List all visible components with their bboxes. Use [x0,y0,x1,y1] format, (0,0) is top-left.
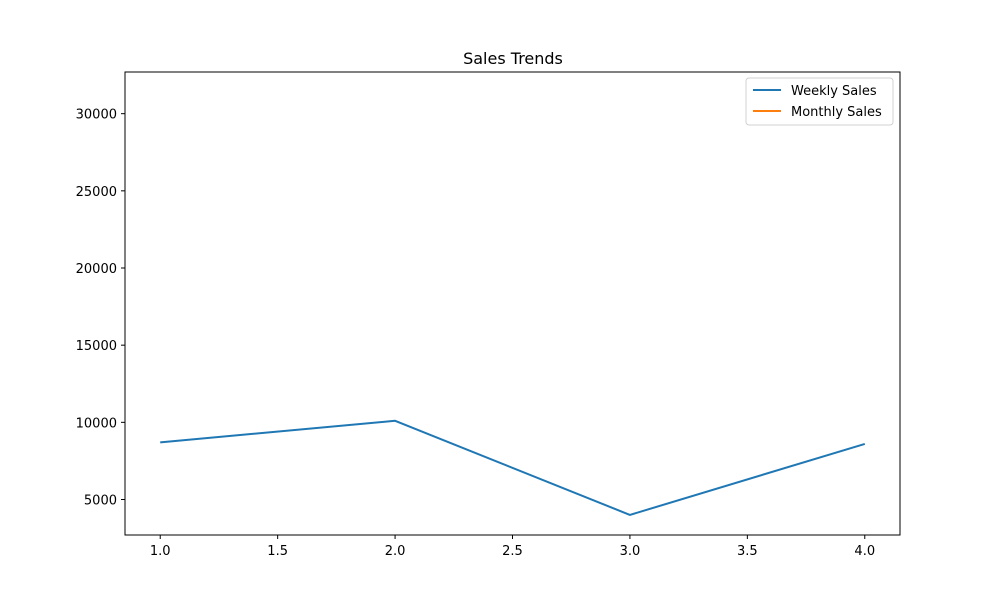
legend: Weekly Sales Monthly Sales [745,77,894,126]
x-tick-label: 3.5 [737,544,758,559]
y-tick-label: 5000 [84,494,117,509]
y-tick-label: 15000 [76,339,117,354]
x-tick-label: 2.0 [385,544,406,559]
legend-box [745,77,894,126]
chart-title: Sales Trends [463,49,563,68]
x-tick-label: 1.5 [267,544,288,559]
y-axis-ticks: 5000 10000 15000 20000 25000 30000 [76,108,125,509]
y-tick-label: 20000 [76,262,117,277]
x-tick-label: 4.0 [854,544,875,559]
series-lines [160,419,866,516]
x-axis-ticks: 1.0 1.5 2.0 2.5 3.0 3.5 4.0 [150,535,875,559]
series-line-weekly-sales [160,419,866,516]
plot-frame [124,71,901,536]
x-tick-label: 1.0 [150,544,171,559]
legend-label: Weekly Sales [791,84,877,99]
x-tick-label: 2.5 [502,544,523,559]
y-tick-label: 10000 [76,416,117,431]
x-tick-label: 3.0 [620,544,641,559]
y-tick-label: 30000 [76,108,117,123]
y-tick-label: 25000 [76,185,117,200]
legend-label: Monthly Sales [791,105,882,120]
